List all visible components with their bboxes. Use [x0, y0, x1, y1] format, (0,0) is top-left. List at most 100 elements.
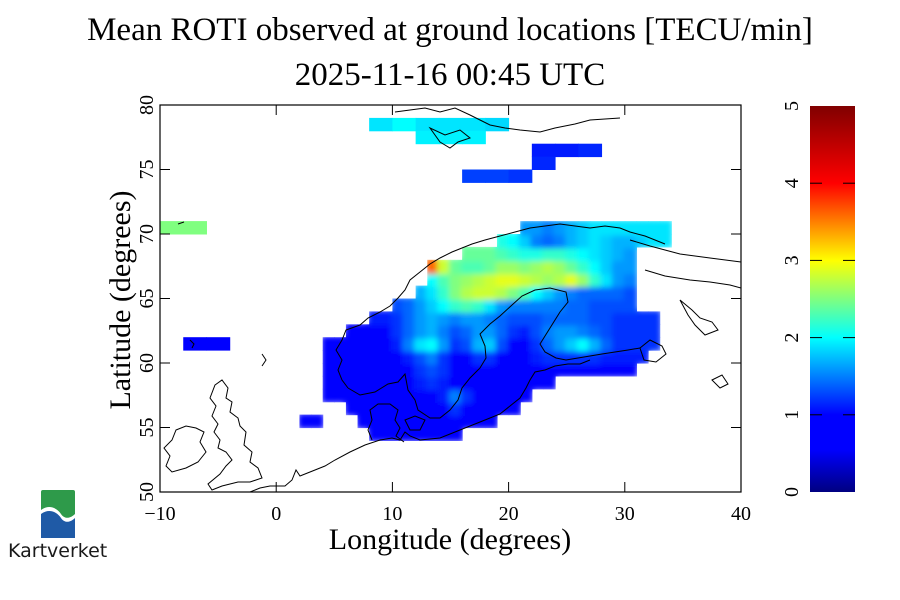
field-cell [495, 387, 511, 404]
field-cell [518, 271, 534, 288]
field-cell [553, 284, 569, 300]
field-cell [449, 258, 464, 275]
plot-axes: −10 0 10 20 30 40 50 55 60 65 70 75 80 [136, 95, 751, 525]
field-cell [425, 400, 441, 417]
field-cell [495, 297, 511, 313]
coastline-norway [335, 223, 666, 389]
field-cell [634, 309, 650, 326]
field-cell [460, 374, 476, 391]
field-cell [449, 387, 464, 404]
y-tick-label: 80 [136, 95, 158, 115]
field-cell [390, 387, 406, 404]
field-cell [483, 245, 499, 262]
field-cell [507, 245, 522, 262]
field-cell [437, 387, 452, 404]
field-cell [309, 413, 325, 429]
field-cell [495, 348, 511, 365]
chart-subtitle: 2025-11-16 00:45 UTC [294, 57, 606, 93]
field-cell [600, 232, 615, 249]
field-cell [460, 297, 476, 313]
x-axis-label: Longitude (degrees) [329, 523, 571, 556]
field-cell [367, 348, 383, 365]
field-cell [611, 245, 627, 262]
y-tick-label: 70 [136, 224, 158, 244]
coastline-svalbard-south [428, 126, 472, 149]
field-cell [623, 258, 638, 275]
colorbar: 0 1 2 3 4 5 [781, 101, 855, 497]
field-cell [600, 221, 615, 236]
field-cell [611, 322, 627, 339]
field-cell [576, 245, 592, 262]
field-cell [460, 245, 476, 262]
field-cell [425, 271, 441, 288]
field-cell [460, 271, 476, 288]
field-cell [390, 413, 406, 429]
field-cell [356, 348, 371, 365]
field-cell [530, 335, 545, 352]
field-cell [425, 297, 441, 313]
field-cell [414, 348, 429, 365]
field-cell [576, 297, 592, 313]
field-cell [344, 400, 360, 417]
field-cell [495, 245, 511, 262]
field-cell [472, 322, 487, 339]
field-cell [588, 232, 604, 249]
heatmap-cell [438, 130, 463, 145]
kartverket-logo [8, 488, 118, 568]
field-cell [495, 374, 511, 391]
field-cell [553, 232, 569, 249]
field-cell [646, 221, 662, 236]
field-cell [518, 309, 534, 326]
field-cell [425, 426, 441, 441]
heatmap-cell [462, 169, 486, 183]
field-cell [576, 309, 592, 326]
heatmap-cell [369, 117, 393, 132]
field-cell [449, 348, 464, 365]
field-cell [553, 309, 569, 326]
x-tick-label: 20 [499, 503, 519, 525]
colorbar-tick-label: 3 [781, 255, 803, 265]
field-cell [600, 297, 615, 313]
colorbar-tick-label: 1 [781, 410, 803, 420]
field-cell [658, 221, 672, 236]
field-cell [379, 374, 394, 391]
roti-cells [160, 117, 603, 351]
field-cell [518, 221, 534, 236]
field-cell [623, 335, 638, 352]
field-cell [437, 400, 452, 417]
y-tick-label: 75 [136, 160, 158, 180]
field-cell [611, 297, 627, 313]
field-cell [565, 258, 580, 275]
field-cell [472, 245, 487, 262]
field-cell [495, 335, 511, 352]
field-cell [565, 335, 580, 352]
field-cell [379, 335, 394, 352]
coastline-onega [679, 299, 719, 336]
field-cell [600, 245, 615, 262]
field-cell [507, 258, 522, 275]
field-cell [483, 400, 499, 417]
field-cell [472, 335, 487, 352]
field-cell [553, 271, 569, 288]
chart-title: Mean ROTI observed at ground locations [… [87, 12, 813, 48]
field-cell [356, 400, 371, 417]
field-cell [518, 258, 534, 275]
field-cell [565, 271, 580, 288]
field-cell [321, 361, 336, 378]
field-cell [576, 361, 592, 378]
field-cell [611, 271, 627, 288]
field-cell [344, 348, 360, 365]
field-cell [483, 309, 499, 326]
field-cell [402, 335, 418, 352]
field-cell [414, 400, 429, 417]
field-cell [460, 400, 476, 417]
field-cell [449, 284, 464, 300]
field-cell [576, 284, 592, 300]
field-cell [507, 271, 522, 288]
roti-field [299, 221, 672, 441]
field-cell [356, 335, 371, 352]
field-cell [425, 284, 441, 300]
y-tick-label: 50 [136, 482, 158, 502]
field-cell [437, 335, 452, 352]
field-cell [623, 221, 638, 236]
